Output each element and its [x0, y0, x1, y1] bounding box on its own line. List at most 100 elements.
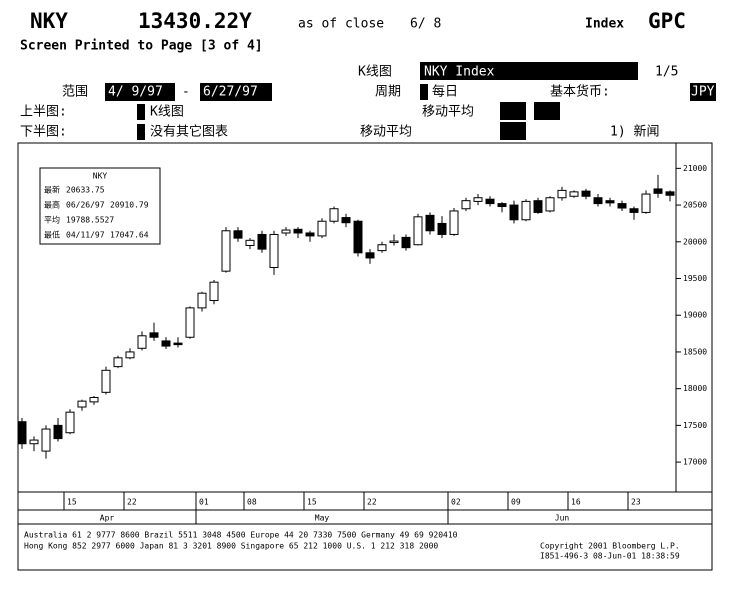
- range-end[interactable]: 6/27/97: [203, 85, 258, 100]
- candle-body: [329, 208, 339, 222]
- candle-body: [497, 203, 507, 208]
- upper-label: 上半图:: [20, 105, 67, 120]
- x-tick-label: 01: [199, 498, 209, 507]
- kind: Index: [585, 17, 624, 32]
- range-start[interactable]: 4/ 9/97: [108, 85, 163, 100]
- candle-body: [605, 200, 615, 204]
- y-tick-label: 17000: [683, 458, 707, 467]
- candle-body: [437, 222, 447, 235]
- candle-body: [137, 335, 147, 349]
- candle-body: [161, 340, 171, 347]
- security[interactable]: NKY Index: [424, 65, 495, 80]
- news[interactable]: 1) 新闻: [610, 124, 659, 140]
- y-tick-label: 20000: [683, 237, 707, 246]
- month-label: Apr: [100, 514, 115, 523]
- candle-body: [425, 214, 435, 232]
- legend-label: 最新: [44, 185, 60, 195]
- x-tick-label: 09: [511, 498, 521, 507]
- candle-body: [233, 230, 243, 239]
- month-label: May: [315, 514, 330, 523]
- function: GPC: [648, 9, 686, 33]
- chart-frame: [17, 142, 713, 571]
- lower-value[interactable]: 没有其它图表: [150, 124, 228, 140]
- candle-body: [125, 351, 135, 359]
- date: 6/ 8: [410, 17, 441, 32]
- candle-body: [617, 203, 627, 209]
- ticker: NKY: [30, 9, 68, 33]
- y-tick-label: 19500: [683, 274, 707, 283]
- lower-label: 下半图:: [20, 125, 67, 140]
- candle-body: [653, 188, 663, 194]
- range-dash: -: [182, 85, 190, 100]
- y-tick-label: 18500: [683, 347, 707, 356]
- range-label: 范围: [62, 85, 88, 100]
- candle-body: [305, 232, 315, 237]
- lower-ma: 移动平均: [360, 125, 412, 140]
- candle-body: [65, 411, 75, 434]
- candle-body: [401, 236, 411, 249]
- candle-body: [521, 200, 531, 221]
- candle-body: [473, 197, 483, 202]
- field: [420, 62, 638, 80]
- field[interactable]: [534, 102, 560, 120]
- x-tick-label: 15: [67, 498, 77, 507]
- candle-body: [209, 281, 219, 302]
- legend-label: 最高: [44, 200, 60, 210]
- y-tick-label: 18000: [683, 384, 707, 393]
- candle-body: [29, 439, 39, 445]
- legend-value: 19788.5527: [66, 216, 114, 225]
- y-tick-label: 21000: [683, 164, 707, 173]
- candle-body: [89, 396, 99, 403]
- candle-body: [509, 204, 519, 221]
- x-tick-label: 08: [247, 498, 257, 507]
- price: 13430.22Y: [138, 9, 252, 33]
- x-tick-label: 15: [307, 498, 317, 507]
- candle-body: [665, 191, 675, 196]
- candle-body: [53, 424, 63, 440]
- period[interactable]: 每日: [432, 84, 458, 100]
- upper-value[interactable]: K线图: [150, 105, 184, 120]
- currency[interactable]: JPY: [691, 85, 715, 100]
- legend-box: [39, 167, 161, 245]
- stamp: I851-496-3 08-Jun-01 18:38:59: [540, 552, 680, 561]
- legend-value: 17047.64: [110, 231, 149, 240]
- x-tick-label: 02: [451, 498, 461, 507]
- x-tick-label: 16: [571, 498, 581, 507]
- candle-body: [197, 292, 207, 309]
- candle-body: [629, 208, 639, 213]
- candle-body: [269, 233, 279, 268]
- candle-body: [317, 220, 327, 237]
- candle-body: [173, 342, 183, 346]
- candle-body: [77, 400, 87, 408]
- upper-ma: 移动平均: [422, 105, 474, 120]
- month-label: Jun: [555, 514, 570, 523]
- candle-body: [149, 332, 159, 338]
- candle-body: [413, 216, 423, 246]
- period-label: 周期: [375, 85, 401, 100]
- candle-body: [281, 229, 291, 234]
- legend-date: 06/26/97: [66, 201, 105, 210]
- candle-body: [569, 191, 579, 197]
- candle-body: [377, 244, 387, 252]
- candle-body: [113, 357, 123, 368]
- field[interactable]: [500, 102, 526, 120]
- candle-body: [293, 228, 303, 234]
- field: [420, 84, 428, 100]
- chart-label: K线图: [358, 65, 392, 80]
- legend-value: 20910.79: [110, 201, 149, 210]
- candle-body: [341, 217, 351, 224]
- candle-body: [449, 210, 459, 235]
- candle-body: [461, 200, 471, 210]
- candle-body: [185, 307, 195, 338]
- candle-body: [245, 239, 255, 246]
- field: [200, 83, 272, 101]
- candle-body: [101, 369, 111, 393]
- candle-body: [353, 220, 363, 254]
- candle-body: [257, 233, 267, 250]
- candle-body: [389, 240, 399, 244]
- x-tick-label: 22: [367, 498, 377, 507]
- field[interactable]: [500, 122, 526, 140]
- field: [137, 104, 145, 120]
- candle-body: [533, 200, 543, 213]
